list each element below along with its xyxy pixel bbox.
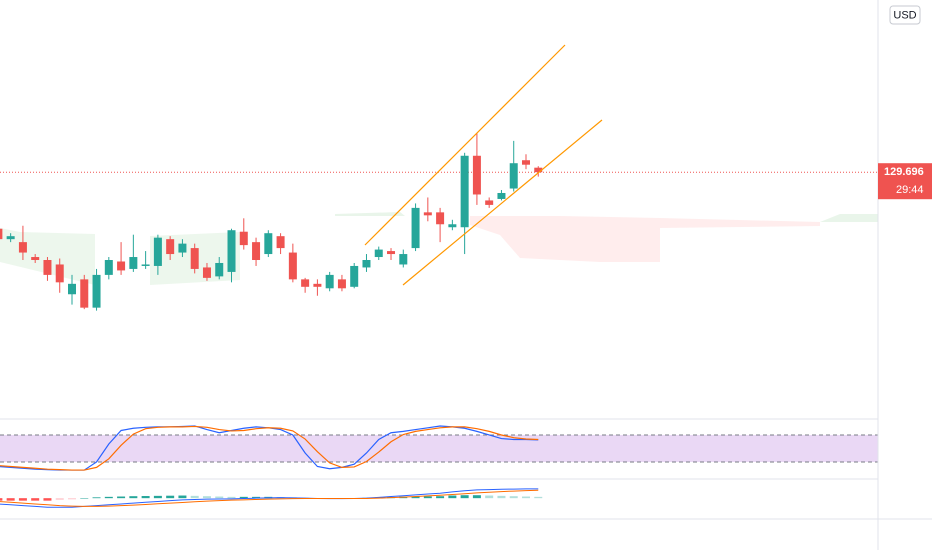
macd-histogram-bar (43, 498, 52, 501)
macd-histogram-bar (485, 495, 494, 499)
macd-histogram-bar (239, 496, 248, 499)
candle-body (227, 230, 236, 272)
macd-histogram-bar (117, 496, 126, 499)
candle-body (362, 260, 371, 268)
stoch-band (0, 434, 878, 462)
last-price-label: 129.696 (884, 166, 924, 178)
macd-histogram-bar (104, 496, 113, 499)
candle-body (141, 264, 150, 266)
candle-body (215, 262, 224, 277)
candle-body (43, 260, 52, 275)
candle-body (129, 257, 138, 269)
currency-box[interactable] (889, 5, 921, 25)
candle-body (239, 231, 248, 246)
macd-histogram-bar (55, 498, 64, 500)
macd-histogram-bar (521, 496, 530, 499)
macd-histogram-bar (190, 495, 199, 499)
candle-body (301, 279, 310, 287)
candle-body (337, 279, 346, 289)
candle-body (117, 261, 126, 271)
macd-histogram-bar (31, 498, 40, 501)
macd-histogram-bar (448, 495, 457, 499)
candle-body (276, 236, 285, 249)
stoch-line (0, 425, 539, 471)
candle-body (31, 257, 40, 261)
candle-body (472, 155, 481, 195)
candle-body (448, 224, 457, 228)
currency[interactable]: USD (893, 9, 916, 21)
indicators (0, 425, 878, 508)
candle-body (264, 233, 273, 255)
macd-histogram-bar (178, 495, 187, 499)
candle-body (80, 279, 89, 308)
candle-body (374, 249, 383, 258)
countdown: 29:44 (896, 184, 924, 196)
macd-histogram-bar (227, 496, 236, 499)
candles (0, 133, 543, 311)
macd-histogram-bar (252, 496, 261, 499)
macd-histogram-bar (141, 496, 150, 499)
candle-body (153, 237, 162, 266)
axes: 129.696 29:44 (878, 163, 932, 200)
channel-lower[interactable] (402, 119, 603, 286)
cloud-down (470, 216, 820, 262)
candle-body (6, 236, 15, 240)
macd-histogram-bar (92, 497, 101, 499)
macd-histogram-bar (460, 495, 469, 499)
macd-histogram-bar (215, 496, 224, 499)
candle-body (411, 207, 420, 249)
macd-histogram-bar (153, 495, 162, 499)
candle-body (509, 163, 518, 189)
candle-body (423, 212, 432, 216)
macd-histogram-bar (534, 496, 543, 499)
candle-body (166, 239, 175, 255)
candle-body (485, 200, 494, 205)
cloud-up (820, 214, 878, 222)
macd-histogram-bar (166, 495, 175, 499)
candle-body (252, 242, 261, 261)
macd-histogram-bar (18, 498, 27, 501)
candle-body (178, 243, 187, 253)
macd-histogram-bar (423, 496, 432, 499)
candle-body (313, 283, 322, 287)
candle-body (436, 212, 445, 225)
macd-histogram-bar (129, 496, 138, 499)
macd-histogram-bar (509, 496, 518, 499)
candle-body (68, 283, 76, 295)
candle-body (190, 248, 199, 269)
channel-upper[interactable] (364, 44, 566, 246)
candle-body (288, 252, 297, 280)
macd-histogram-bar (497, 495, 506, 499)
macd-histogram-bar (411, 496, 420, 499)
macd-histogram-bar (436, 496, 445, 499)
candle-body (399, 254, 408, 265)
candle-body (18, 242, 27, 253)
macd-histogram-bar (80, 498, 89, 499)
candle-body (104, 260, 113, 275)
candle-body (325, 274, 334, 289)
candle-body (202, 267, 211, 278)
cloud-up (335, 212, 405, 216)
candle-body (521, 160, 530, 165)
macd-line (0, 489, 539, 507)
candle-body (92, 274, 101, 308)
candle-body (534, 167, 543, 173)
macd-histogram-bar (472, 495, 481, 499)
macd-histogram-bar (202, 496, 211, 499)
candle-body (0, 228, 3, 240)
last-price-tag (878, 163, 932, 200)
candle-body (387, 251, 396, 255)
macd-histogram-bar (6, 498, 15, 501)
macd-histogram-bar (0, 498, 3, 501)
candle-body (460, 155, 469, 228)
candle-body (55, 264, 64, 283)
candle-body (497, 192, 506, 199)
candle-body (350, 265, 359, 287)
macd-histogram-bar (68, 498, 76, 500)
